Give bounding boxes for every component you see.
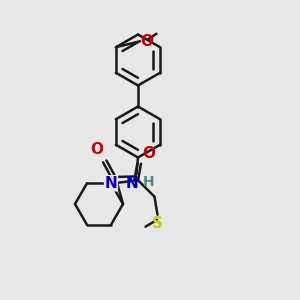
- Text: O: O: [140, 34, 153, 49]
- Text: N: N: [105, 176, 117, 191]
- Text: N: N: [125, 176, 138, 190]
- Text: H: H: [143, 176, 155, 190]
- Text: O: O: [142, 146, 155, 161]
- Text: O: O: [91, 142, 103, 158]
- Text: S: S: [152, 216, 163, 231]
